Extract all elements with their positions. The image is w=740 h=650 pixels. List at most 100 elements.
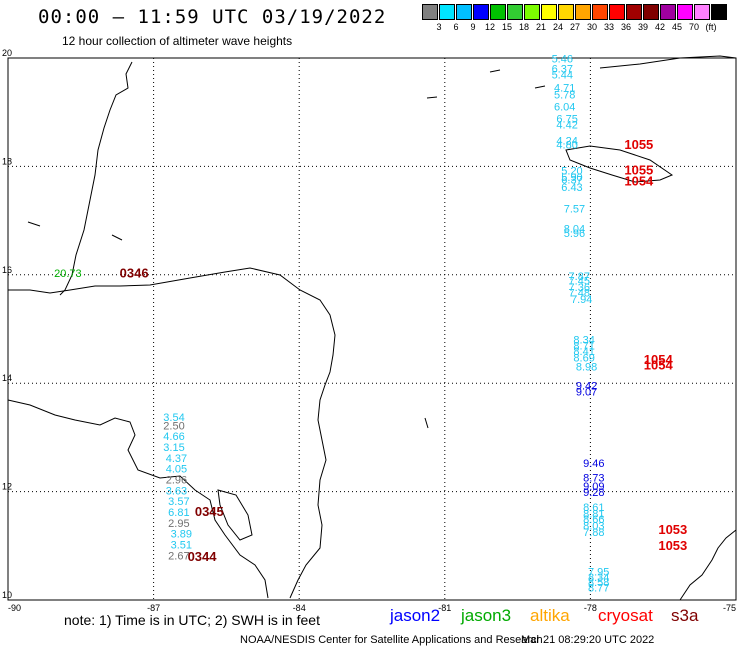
- wave-height-value: 6.04: [554, 102, 575, 114]
- legend-jason3: jason3: [461, 606, 512, 625]
- legend-swatch: [439, 4, 455, 20]
- coastline-hispaniola: [599, 55, 737, 69]
- wave-height-value: 7.95: [588, 567, 609, 579]
- legend-swatch: [456, 4, 472, 20]
- legend-label: (ft): [705, 22, 717, 32]
- wave-height-value: 4.66: [163, 431, 184, 443]
- wave-height-value: 8.81: [583, 509, 604, 521]
- wave-height-value: 8.73: [583, 472, 604, 484]
- pass-number: 1053: [658, 538, 687, 553]
- wave-height-value: 6.43: [561, 182, 582, 194]
- wave-height-value: 7.94: [571, 294, 592, 306]
- wave-height-value: 7.88: [583, 527, 604, 539]
- lon-tick-label: -81: [438, 603, 451, 613]
- wave-height-value: 2.67: [168, 550, 189, 562]
- wave-height-value: 9.46: [583, 458, 604, 470]
- pass-number: 1053: [658, 522, 687, 537]
- wave-height-value: 3.63: [166, 485, 187, 497]
- legend-label: 33: [603, 22, 615, 32]
- observation-labels: 5.466.375.444.715.786.046.754.424.244.80…: [54, 53, 609, 594]
- wave-height-value: 5.78: [554, 90, 575, 102]
- wave-height-value: 4.24: [556, 136, 577, 148]
- legend-swatch: [473, 4, 489, 20]
- coastline-cuba: [59, 61, 133, 296]
- lat-tick-label: 18: [2, 156, 12, 166]
- map-frame: [7, 57, 737, 601]
- legend-swatch: [422, 4, 438, 20]
- wave-height-value: 4.80: [556, 140, 577, 152]
- lon-tick-label: -90: [8, 603, 21, 613]
- legend-label: 9: [470, 22, 476, 32]
- legend-swatch: [643, 4, 659, 20]
- color-scale-legend: [422, 4, 728, 20]
- wave-height-value: 8.66: [583, 514, 604, 526]
- wave-height-value: 8.58: [588, 577, 609, 589]
- wave-height-value: 4.37: [166, 453, 187, 465]
- legend-label: 6: [453, 22, 459, 32]
- wave-height-value: 8.41: [573, 346, 594, 358]
- legend-swatch: [626, 4, 642, 20]
- axis-tick-labels: -90 -87 -84 -81 -78 -75 20 18 16 14 12 10: [2, 48, 736, 613]
- coastline-nicaragua-lake: [217, 489, 253, 541]
- wave-height-value: 3.15: [163, 442, 184, 454]
- graticule: [7, 57, 737, 601]
- wave-height-value: 8.69: [573, 353, 594, 365]
- lon-tick-label: -84: [293, 603, 306, 613]
- pass-number: 1054: [644, 352, 674, 367]
- wave-height-value: 8.34: [588, 572, 609, 584]
- wave-height-value: 2.95: [168, 518, 189, 530]
- legend-cryosat: cryosat: [598, 606, 653, 625]
- coastline-colombia: [679, 529, 737, 601]
- legend-label: 24: [552, 22, 564, 32]
- wave-height-value: 7.45: [569, 276, 590, 288]
- wave-height-value: 9.42: [576, 381, 597, 393]
- coastline-honduras: [7, 399, 269, 599]
- legend-swatch: [490, 4, 506, 20]
- wave-height-value: 6.37: [552, 64, 573, 76]
- legend-jason2: jason2: [390, 606, 441, 625]
- legend-swatch: [609, 4, 625, 20]
- wave-height-value: 7.87: [569, 271, 590, 283]
- legend-s3a: s3a: [671, 606, 699, 625]
- legend-swatch: [575, 4, 591, 20]
- coastline-yucatan: [8, 267, 336, 599]
- wave-height-value: 9.09: [583, 481, 604, 493]
- wave-height-value: 6.37: [561, 175, 582, 187]
- pass-number: 0345: [195, 504, 224, 519]
- wave-height-value: 4.42: [556, 119, 577, 131]
- legend-label: 45: [671, 22, 683, 32]
- pass-number: 1054: [624, 173, 654, 188]
- legend-swatch: [558, 4, 574, 20]
- lat-tick-label: 10: [2, 590, 12, 600]
- wave-height-value: 2.50: [163, 420, 184, 432]
- legend-label: 21: [535, 22, 547, 32]
- wave-height-value: 6.75: [556, 113, 577, 125]
- wave-height-value: 4.71: [554, 83, 575, 95]
- wave-height-value: 20.73: [54, 268, 82, 280]
- legend-label: 15: [501, 22, 513, 32]
- wave-height-value: 3.51: [171, 540, 192, 552]
- lat-tick-label: 14: [2, 373, 12, 383]
- timestamp-text: Mar 21 08:29:20 UTC 2022: [521, 634, 655, 646]
- wave-height-value: 8.04: [564, 224, 585, 236]
- wave-height-value: 2.96: [166, 474, 187, 486]
- legend-label: 30: [586, 22, 598, 32]
- coastline-islands: [27, 69, 546, 429]
- pass-number: 1055: [624, 137, 653, 152]
- legend-label: 18: [518, 22, 530, 32]
- wave-height-value: 9.07: [576, 387, 597, 399]
- wave-height-value: 9.28: [583, 487, 604, 499]
- wave-height-value: 5.90: [561, 172, 582, 184]
- legend-label: 27: [569, 22, 581, 32]
- legend-label: 3: [436, 22, 442, 32]
- wave-height-value: 5.44: [552, 70, 573, 82]
- page-title: 00:00 – 11:59 UTC 03/19/2022: [38, 6, 387, 28]
- pass-number: 0344: [188, 549, 218, 564]
- wave-height-value: 8.61: [583, 502, 604, 514]
- wave-height-value: 4.05: [166, 464, 187, 476]
- wave-height-value: 3.89: [171, 529, 192, 541]
- note-text: note: 1) Time is in UTC; 2) SWH is in fe…: [64, 612, 320, 628]
- lat-tick-label: 20: [2, 48, 12, 58]
- pass-number: 0346: [120, 266, 149, 281]
